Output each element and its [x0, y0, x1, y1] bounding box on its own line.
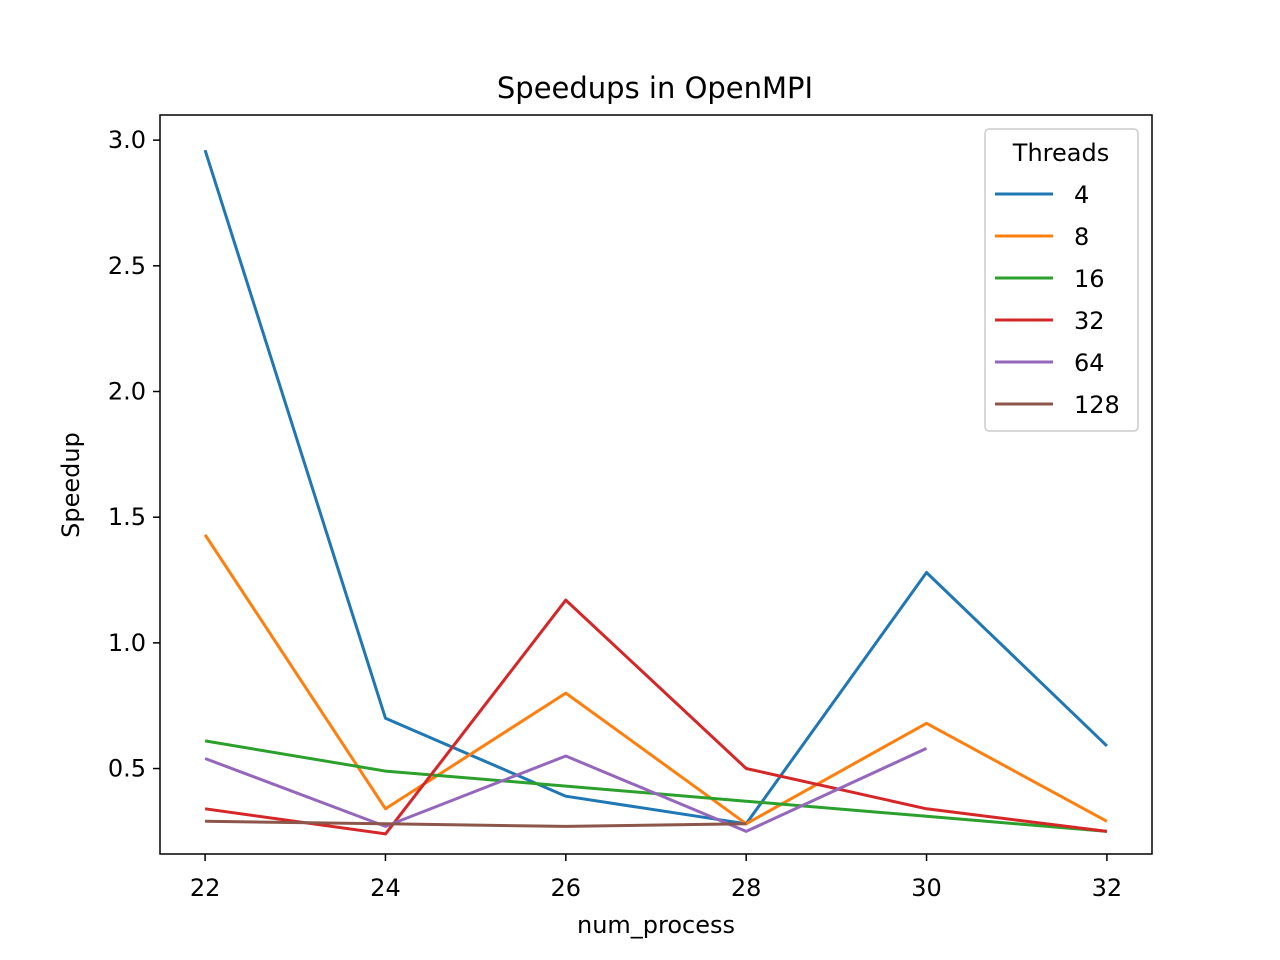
y-tick-label: 2.0 [108, 377, 146, 405]
legend-label-16: 16 [1074, 265, 1105, 293]
x-tick-label: 24 [370, 874, 401, 902]
legend-label-128: 128 [1074, 391, 1120, 419]
y-tick-label: 3.0 [108, 126, 146, 154]
legend-label-8: 8 [1074, 223, 1089, 251]
x-tick-label: 30 [911, 874, 942, 902]
legend-title: Threads [1012, 139, 1109, 167]
series-line-4 [203, 149, 1108, 826]
series-lines [203, 149, 1108, 836]
plot-frame [159, 114, 1153, 855]
series-line-8 [203, 533, 1108, 826]
legend-label-4: 4 [1074, 181, 1089, 209]
legend-label-32: 32 [1074, 307, 1105, 335]
x-tick-label: 32 [1092, 874, 1123, 902]
x-axis-label: num_process [577, 911, 735, 939]
y-tick-label: 2.5 [108, 252, 146, 280]
x-tick-label: 22 [190, 874, 221, 902]
y-tick-label: 1.0 [108, 629, 146, 657]
chart-title: Speedups in OpenMPI [497, 71, 813, 105]
x-tick-label: 26 [551, 874, 582, 902]
y-axis-label: Speedup [57, 432, 85, 538]
y-axis: 0.5 1.0 1.5 2.0 2.5 3.0 [108, 126, 160, 783]
series-line-32 [204, 598, 1108, 836]
x-tick-label: 28 [731, 874, 762, 902]
legend-box [984, 128, 1139, 432]
series-line-64 [204, 747, 928, 833]
legend-label-64: 64 [1074, 349, 1105, 377]
legend-entries: 4 8 16 32 64 128 [995, 181, 1120, 419]
x-axis: 22 24 26 28 30 32 [190, 854, 1122, 902]
series-line-128 [205, 819, 747, 828]
y-tick-label: 1.5 [108, 503, 146, 531]
legend: Threads 4 8 16 32 64 128 [984, 128, 1139, 432]
y-tick-label: 0.5 [108, 755, 146, 783]
